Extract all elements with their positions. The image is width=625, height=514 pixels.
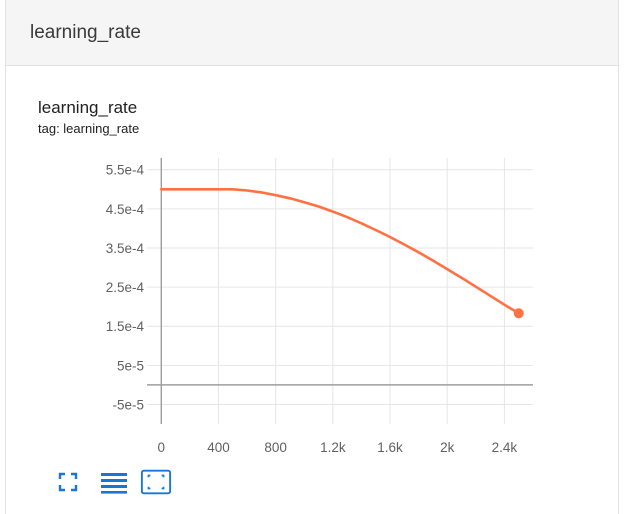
x-tick-label: 0 <box>158 440 166 455</box>
card-header-title: learning_rate <box>30 22 141 43</box>
series-last-point[interactable] <box>513 308 524 319</box>
fullscreen-button[interactable] <box>52 467 84 497</box>
y-tick-label: 2.5e-4 <box>106 280 145 295</box>
y-tick-label: 3.5e-4 <box>106 241 145 256</box>
chart-subtitle: tag: learning_rate <box>38 121 140 136</box>
line-chart[interactable]: 5.5e-4 4.5e-4 3.5e-4 2.5e-4 1.5e-4 5e-5 -5e-5 0… <box>6 0 618 465</box>
card-header[interactable]: learning_rate <box>6 0 618 66</box>
x-tick-label: 400 <box>207 440 230 455</box>
y-tick-label: 4.5e-4 <box>106 202 145 217</box>
y-tick-label: 5.5e-4 <box>106 163 145 178</box>
chart-title: learning_rate <box>38 98 138 117</box>
x-tick-label: 1.6k <box>377 440 403 455</box>
x-tick-label: 2.4k <box>492 440 518 455</box>
fit-domain-icon <box>140 469 172 495</box>
toggle-log-scale-button[interactable] <box>98 467 130 497</box>
scalar-card: learning_rate learning_rate tag: learnin… <box>5 0 619 514</box>
list-icon <box>101 473 127 494</box>
y-tick-label: -5e-5 <box>112 397 144 412</box>
x-tick-label: 800 <box>264 440 287 455</box>
x-tick-label: 2k <box>440 440 455 455</box>
series-line[interactable] <box>160 188 521 315</box>
fit-domain-button[interactable] <box>140 467 172 497</box>
chart-toolbar <box>52 467 192 497</box>
x-tick-label: 1.2k <box>320 440 346 455</box>
fullscreen-icon <box>58 472 78 492</box>
y-tick-label: 5e-5 <box>117 358 144 373</box>
y-tick-label: 1.5e-4 <box>106 319 145 334</box>
